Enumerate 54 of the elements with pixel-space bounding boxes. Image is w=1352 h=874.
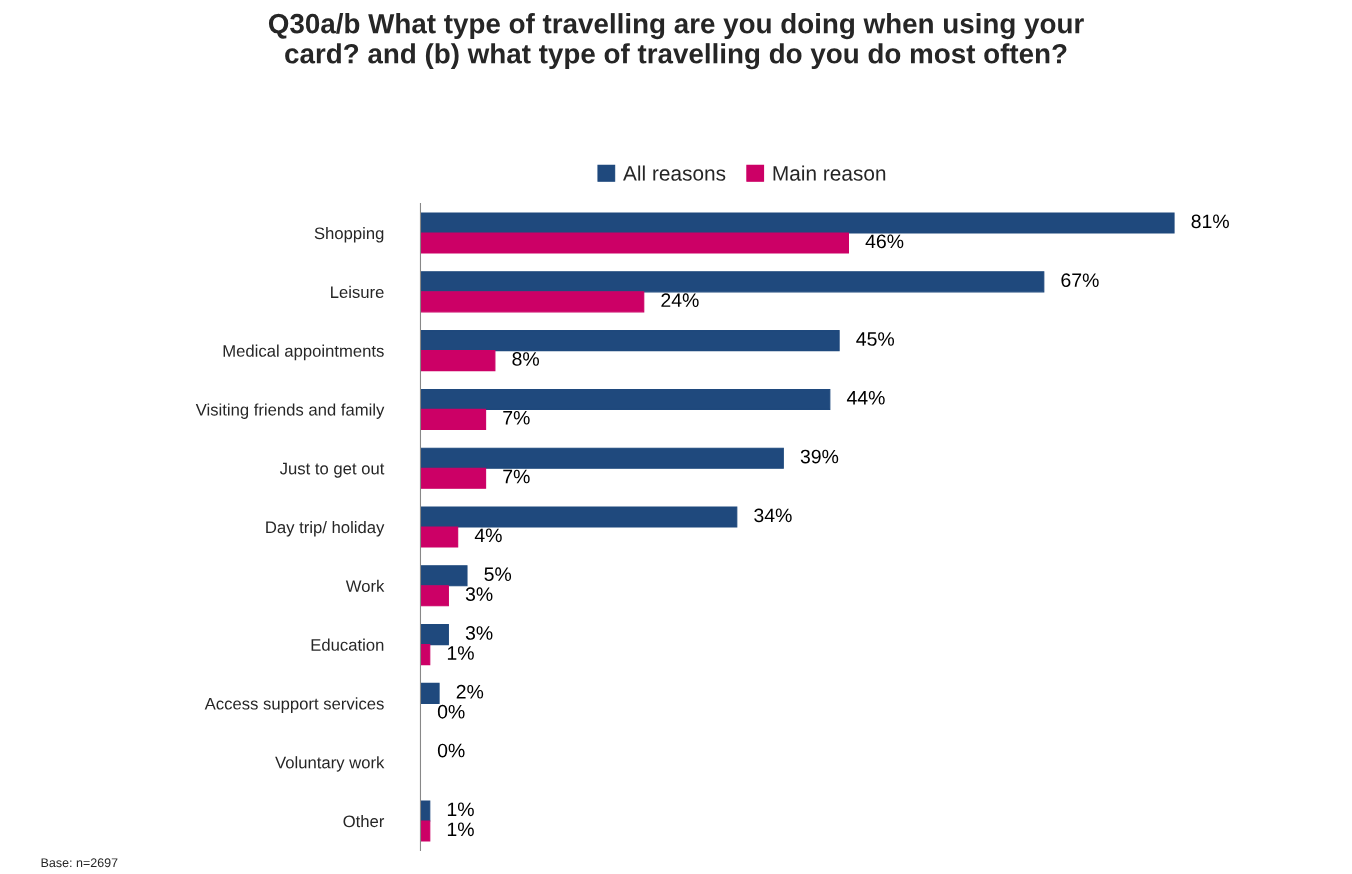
bar — [420, 565, 468, 587]
y-tick-label: Day trip/ holiday — [266, 520, 385, 537]
data-label: 39% — [800, 449, 839, 464]
data-label: 7% — [503, 410, 530, 425]
y-tick-label: Voluntary work — [275, 756, 385, 772]
y-tick-label: Shopping — [314, 227, 384, 243]
data-label: 0% — [437, 704, 465, 719]
y-tick-label: Other — [343, 814, 385, 828]
legend-label: All reasons — [623, 165, 726, 181]
data-label: 3% — [465, 626, 493, 640]
bar — [420, 585, 449, 607]
y-tick-label: Work — [345, 579, 385, 593]
data-label: 1% — [447, 822, 474, 837]
y-tick-label: Education — [311, 638, 384, 651]
data-label: 44% — [846, 390, 885, 405]
data-label: 8% — [512, 352, 539, 366]
data-label: 46% — [865, 234, 904, 249]
y-tick-label: Just to get out — [279, 462, 385, 478]
data-label: 67% — [1061, 273, 1099, 288]
data-label: 1% — [447, 646, 474, 660]
y-tick-label: Leisure — [331, 285, 384, 299]
data-label: 45% — [856, 332, 895, 346]
legend-label: Main reason — [773, 165, 886, 181]
data-label: 1% — [447, 802, 474, 817]
data-label: 4% — [474, 528, 502, 543]
bar — [420, 291, 645, 313]
data-label: 81% — [1191, 214, 1229, 229]
bar — [420, 447, 784, 469]
bar — [420, 682, 440, 704]
bar — [420, 820, 431, 842]
data-label: 7% — [503, 469, 530, 484]
bar — [420, 526, 459, 548]
bar — [420, 644, 431, 666]
bar — [420, 506, 738, 528]
text: Base: n=2697 — [41, 858, 118, 868]
bar — [420, 624, 449, 646]
bar — [420, 212, 1175, 234]
data-label: 24% — [661, 293, 699, 307]
data-label: 2% — [456, 684, 484, 699]
bar — [420, 467, 487, 489]
chart-title: Q30a/b What type of travelling are you doing when using your card? and (b) what type of travelling do you do most often? — [268, 13, 1084, 70]
data-label: 5% — [484, 567, 512, 582]
bar — [420, 330, 840, 352]
bar — [420, 350, 496, 372]
bar — [420, 388, 831, 410]
bar — [420, 271, 1045, 293]
y-tick-label: Access support services — [204, 697, 384, 713]
data-label: 0% — [437, 743, 465, 758]
bar — [420, 408, 487, 430]
data-label: 3% — [465, 587, 493, 602]
y-tick-label: Medical appointments — [223, 344, 384, 361]
bar — [420, 232, 849, 254]
y-tick-label: Visiting friends and family — [195, 403, 385, 419]
data-label: 34% — [754, 508, 792, 523]
